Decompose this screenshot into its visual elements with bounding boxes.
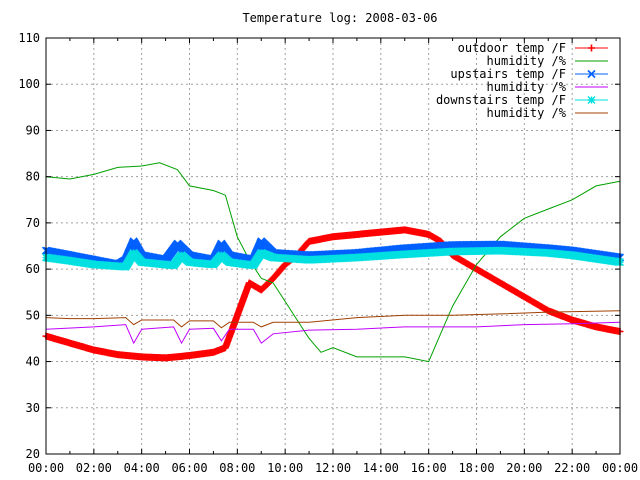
series-line bbox=[45, 310, 621, 329]
series-0 bbox=[42, 226, 624, 362]
legend-marker bbox=[588, 44, 595, 52]
y-tick-label: 110 bbox=[18, 31, 40, 45]
x-tick-label: 14:00 bbox=[363, 461, 399, 475]
legend-label: upstairs temp /F bbox=[450, 67, 566, 81]
x-tick-label: 22:00 bbox=[554, 461, 590, 475]
legend-label: downstairs temp /F bbox=[436, 93, 566, 107]
x-axis-ticks: 00:00 02:00 04:00 06:00 08:00 10:00 12:00 14:00… bbox=[28, 38, 638, 475]
series-5 bbox=[45, 310, 621, 329]
y-tick-label: 40 bbox=[26, 355, 40, 369]
x-tick-label: 00:00 bbox=[602, 461, 638, 475]
x-tick-label: 00:00 bbox=[28, 461, 64, 475]
series-markers bbox=[41, 237, 625, 269]
y-tick-label: 80 bbox=[26, 170, 40, 184]
plot-area bbox=[41, 162, 625, 363]
series-markers bbox=[42, 246, 624, 271]
x-tick-label: 16:00 bbox=[411, 461, 447, 475]
x-tick-label: 12:00 bbox=[315, 461, 351, 475]
x-tick-label: 18:00 bbox=[458, 461, 494, 475]
legend-label: humidity /% bbox=[487, 80, 567, 94]
legend-label: humidity /% bbox=[487, 106, 567, 120]
y-tick-label: 90 bbox=[26, 123, 40, 137]
x-tick-label: 10:00 bbox=[267, 461, 303, 475]
x-tick-label: 08:00 bbox=[219, 461, 255, 475]
x-tick-label: 02:00 bbox=[76, 461, 112, 475]
y-tick-label: 60 bbox=[26, 262, 40, 276]
legend-label: humidity /% bbox=[487, 54, 567, 68]
series-line bbox=[45, 321, 621, 345]
legend-marker bbox=[587, 69, 596, 79]
y-tick-label: 70 bbox=[26, 216, 40, 230]
y-tick-label: 50 bbox=[26, 308, 40, 322]
legend-label: outdoor temp /F bbox=[458, 41, 566, 55]
chart-title: Temperature log: 2008-03-06 bbox=[242, 11, 437, 25]
grid bbox=[46, 38, 620, 454]
y-tick-label: 30 bbox=[26, 401, 40, 415]
y-tick-label: 100 bbox=[18, 77, 40, 91]
series-3 bbox=[45, 321, 621, 345]
legend-marker bbox=[587, 96, 596, 104]
series-markers bbox=[42, 226, 624, 362]
series-4 bbox=[42, 246, 624, 271]
x-tick-label: 06:00 bbox=[171, 461, 207, 475]
x-tick-label: 20:00 bbox=[506, 461, 542, 475]
series-2 bbox=[41, 237, 625, 269]
x-tick-label: 04:00 bbox=[124, 461, 160, 475]
y-axis-ticks: 20 30 40 50 60 70 80 90 100 110 bbox=[18, 31, 620, 461]
y-tick-label: 20 bbox=[26, 447, 40, 461]
